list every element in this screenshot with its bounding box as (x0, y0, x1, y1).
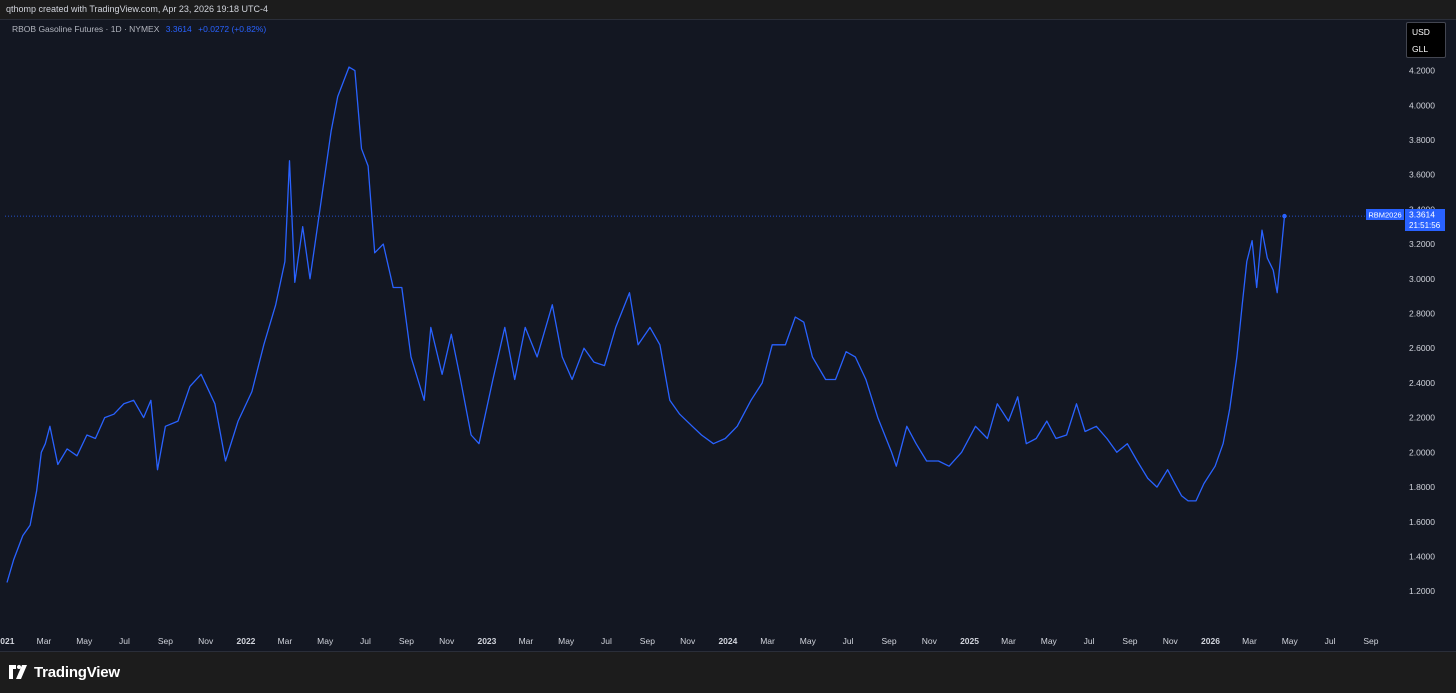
time-tick-label: 2023 (477, 636, 496, 646)
price-tick-label: 3.2000 (1409, 239, 1435, 249)
brand-name: TradingView (34, 663, 120, 681)
time-tick-label: May (317, 636, 334, 646)
time-tick-label: Sep (1122, 636, 1137, 646)
time-tick-label: Jul (1325, 636, 1336, 646)
legend-symbol: RBOB Gasoline Futures · 1D · NYMEX (12, 24, 160, 34)
legend-last-price: 3.3614 (165, 24, 192, 34)
time-tick-label: Sep (881, 636, 896, 646)
price-tick-label: 3.8000 (1409, 135, 1435, 145)
price-label-box (1405, 209, 1445, 231)
time-axis[interactable]: 2021 Mar May Jul Sep Nov 2022 Mar May Jul Sep Nov 20… (0, 636, 1379, 646)
price-tick-label: 2.6000 (1409, 343, 1435, 353)
time-tick-label: Mar (37, 636, 52, 646)
time-tick-label: 2025 (960, 636, 979, 646)
time-tick-label: May (800, 636, 817, 646)
ticker-label: RBM2026 (1368, 211, 1401, 220)
time-tick-label: Jul (601, 636, 612, 646)
currency-label[interactable]: USD (1412, 27, 1430, 37)
price-tick-label: 1.8000 (1409, 482, 1435, 492)
time-tick-label: Jul (843, 636, 854, 646)
price-label-value: 3.3614 (1409, 210, 1435, 220)
time-tick-label: Mar (519, 636, 534, 646)
time-tick-label: May (558, 636, 575, 646)
price-tick-label: 2.4000 (1409, 378, 1435, 388)
time-tick-label: May (76, 636, 93, 646)
time-tick-label: Sep (1363, 636, 1378, 646)
last-price-marker (1282, 213, 1287, 219)
time-tick-label: Jul (360, 636, 371, 646)
tradingview-logo-icon (9, 665, 27, 679)
price-label-countdown: 21:51:56 (1409, 221, 1441, 230)
time-tick-label: Sep (640, 636, 655, 646)
ticker-label-box (1366, 209, 1404, 220)
time-tick-label: May (1282, 636, 1299, 646)
time-tick-label: Mar (1001, 636, 1016, 646)
price-tick-label: 2.0000 (1409, 447, 1435, 457)
unit-label[interactable]: GLL (1412, 44, 1429, 54)
time-tick-label: May (1041, 636, 1058, 646)
price-tick-label: 1.6000 (1409, 517, 1435, 527)
price-tick-label: 3.6000 (1409, 170, 1435, 180)
price-label: RBM2026 3.3614 21:51:56 (1366, 209, 1445, 231)
time-tick-label: 2021 (0, 636, 15, 646)
time-tick-label: Nov (680, 636, 696, 646)
price-tick-label: 2.8000 (1409, 309, 1435, 319)
price-tick-label: 1.4000 (1409, 551, 1435, 561)
time-tick-label: Sep (158, 636, 173, 646)
time-tick-label: Mar (760, 636, 775, 646)
unit-selector[interactable]: USD GLL (1406, 22, 1446, 58)
tradingview-watermark: TradingView (8, 662, 120, 682)
time-tick-label: Nov (198, 636, 214, 646)
time-tick-label: Nov (1163, 636, 1179, 646)
price-axis[interactable]: 1.2000 1.4000 1.6000 1.8000 2.0000 2.2000 2.40… (1409, 66, 1435, 597)
chart-pane[interactable] (0, 19, 1456, 652)
time-tick-label: Mar (1242, 636, 1257, 646)
time-tick-label: 2024 (718, 636, 737, 646)
time-tick-label: 2022 (237, 636, 256, 646)
time-tick-label: Nov (922, 636, 938, 646)
price-tick-label: 3.0000 (1409, 274, 1435, 284)
time-tick-label: 2026 (1201, 636, 1220, 646)
price-chart[interactable]: 1.2000 1.4000 1.6000 1.8000 2.0000 2.2000 2.40… (0, 20, 1456, 652)
legend-change: +0.0272 (+0.82%) (198, 24, 267, 34)
price-tick-label: 4.2000 (1409, 66, 1435, 76)
chart-legend[interactable]: RBOB Gasoline Futures · 1D · NYMEX 3.361… (12, 24, 266, 34)
time-tick-label: Jul (119, 636, 130, 646)
time-tick-label: Sep (399, 636, 414, 646)
price-series-line (6, 66, 1286, 583)
header-caption: qthomp created with TradingView.com, Apr… (6, 4, 268, 14)
price-tick-label: 1.2000 (1409, 586, 1435, 596)
time-tick-label: Jul (1084, 636, 1095, 646)
price-tick-label: 4.0000 (1409, 100, 1435, 110)
price-tick-label: 2.2000 (1409, 413, 1435, 423)
time-tick-label: Mar (278, 636, 293, 646)
time-tick-label: Nov (439, 636, 455, 646)
header-bar: qthomp created with TradingView.com, Apr… (0, 0, 1456, 19)
